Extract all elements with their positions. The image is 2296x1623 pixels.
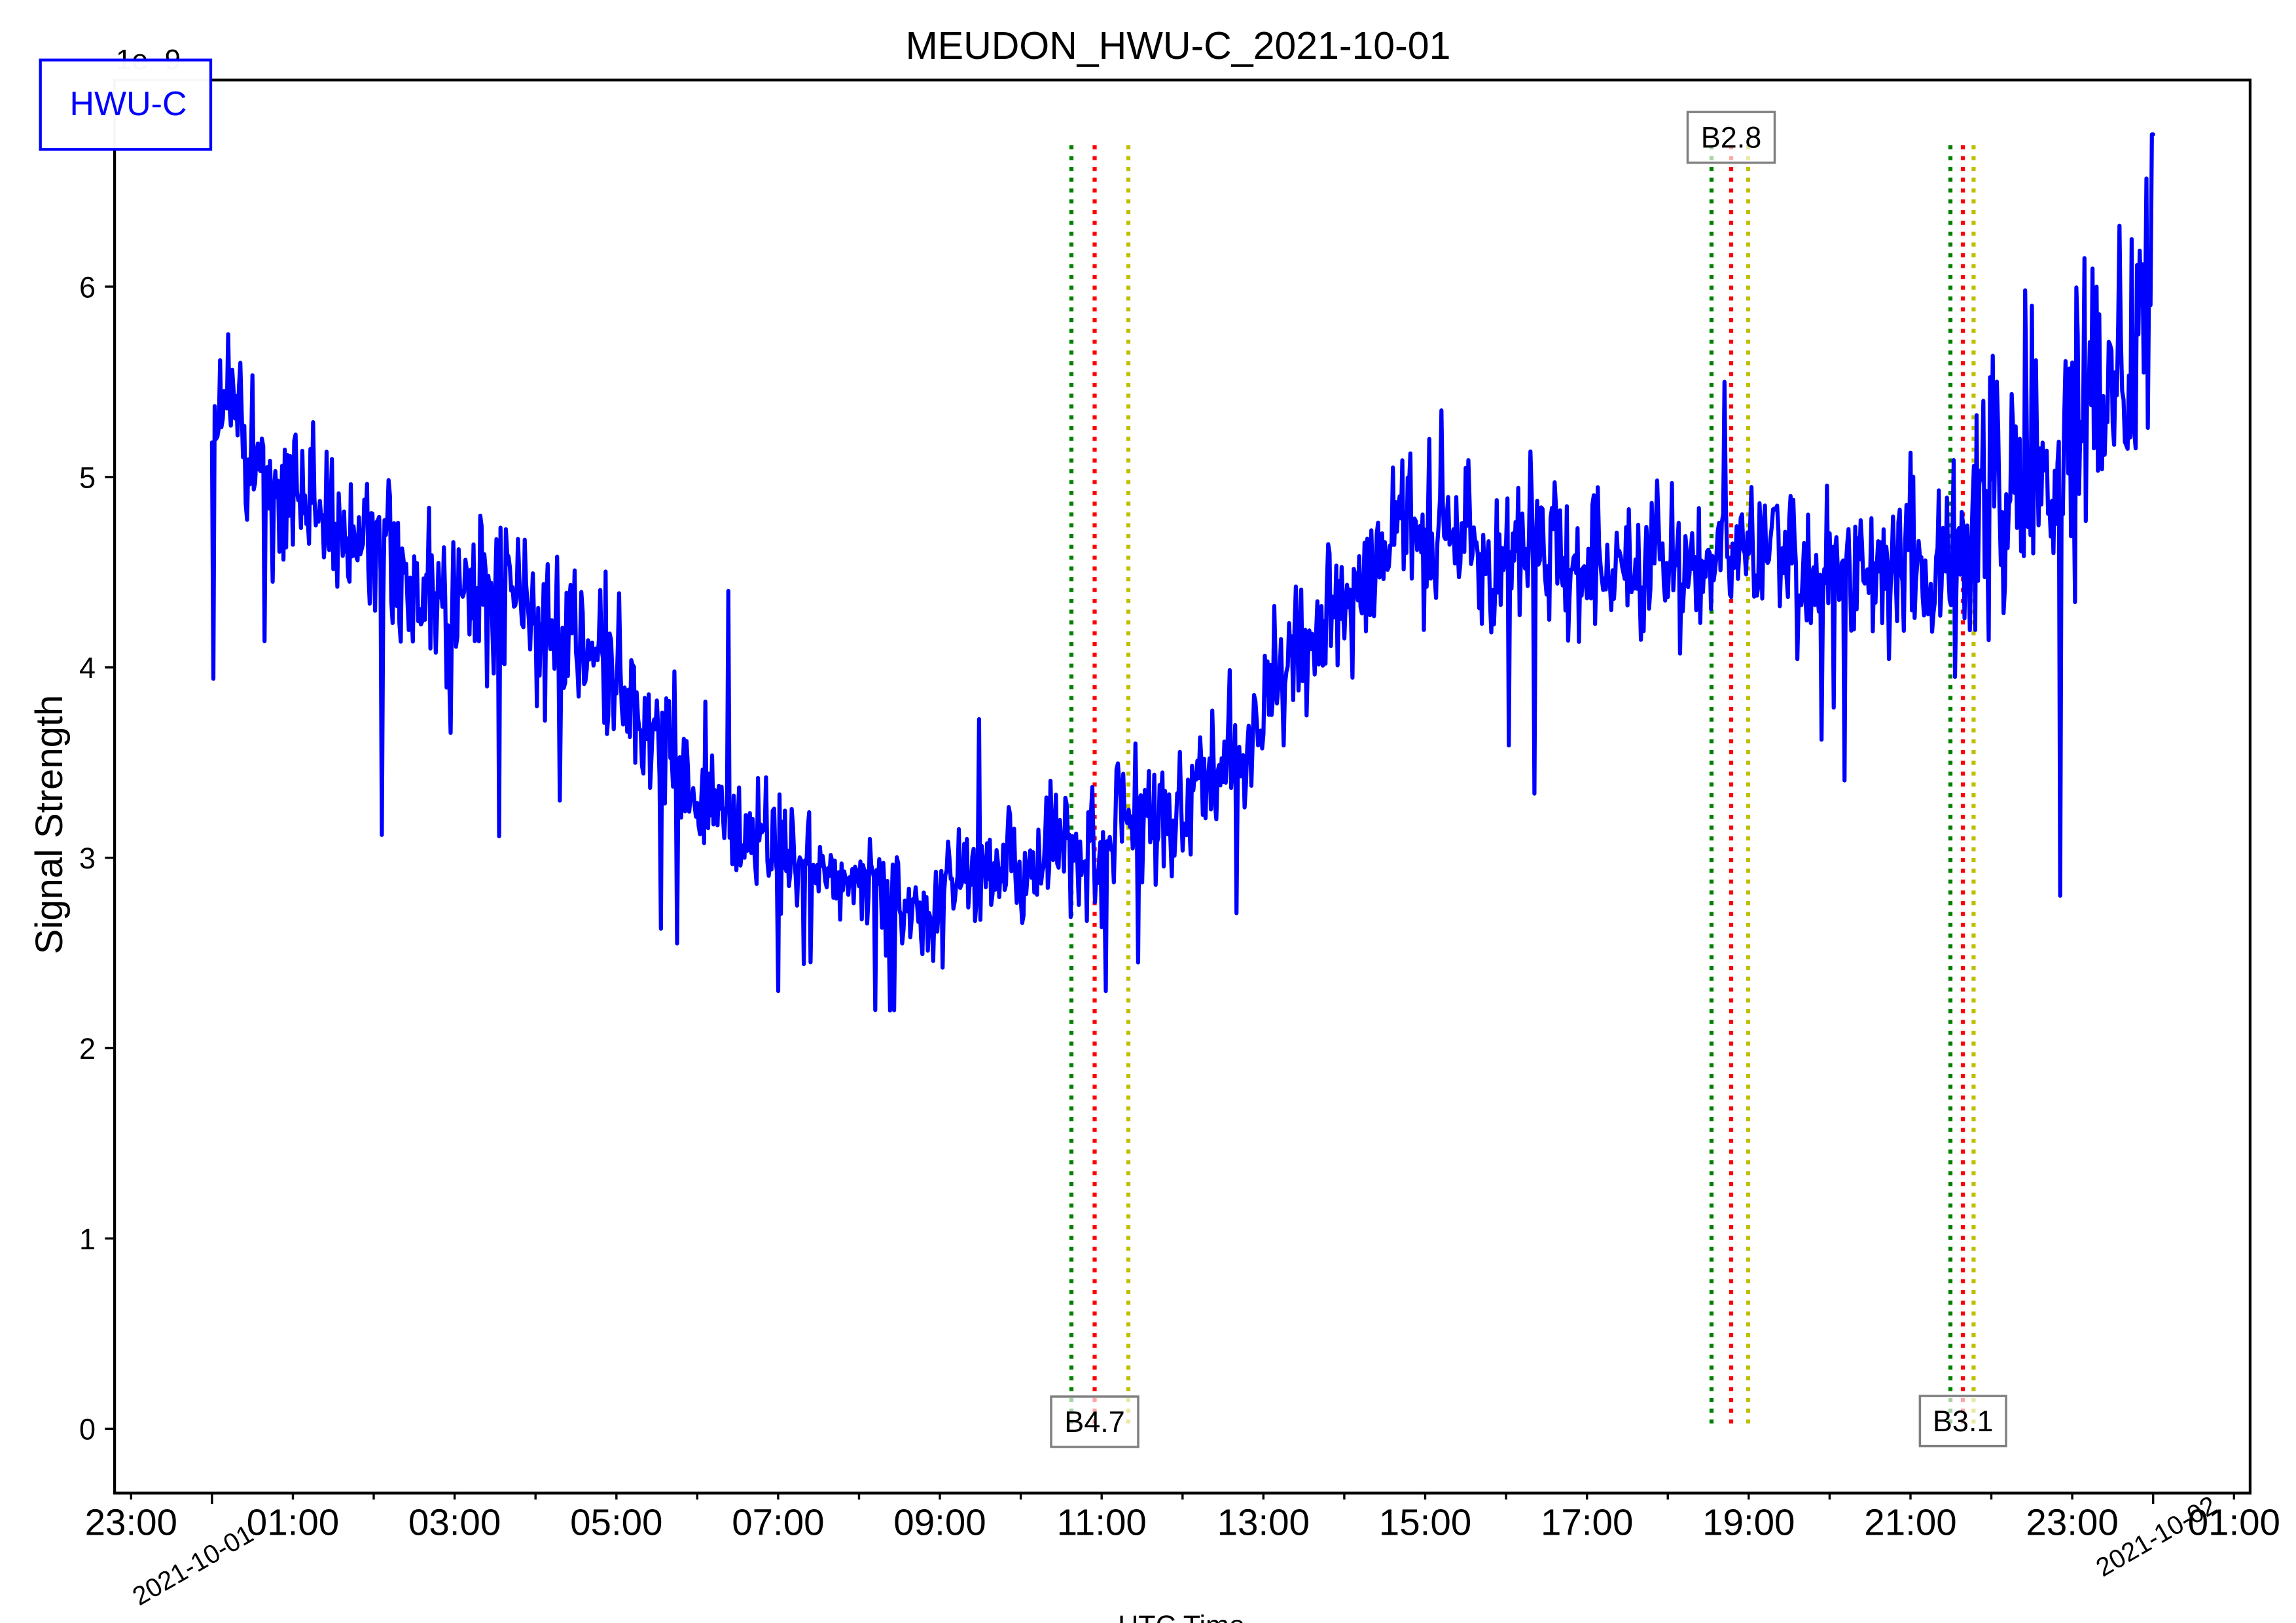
svg-text:07:00: 07:00 (732, 1501, 824, 1543)
svg-text:B3.1: B3.1 (1933, 1404, 1994, 1438)
svg-text:05:00: 05:00 (570, 1501, 662, 1543)
svg-text:1: 1 (79, 1222, 96, 1256)
svg-text:B2.8: B2.8 (1701, 120, 1762, 154)
svg-text:23:00: 23:00 (2026, 1501, 2118, 1543)
svg-text:Signal Strength: Signal Strength (28, 695, 71, 955)
svg-text:B4.7: B4.7 (1064, 1405, 1125, 1438)
svg-text:6: 6 (79, 270, 96, 304)
svg-text:5: 5 (79, 461, 96, 494)
svg-text:MEUDON_HWU-C_2021-10-01: MEUDON_HWU-C_2021-10-01 (906, 24, 1451, 67)
svg-text:01:00: 01:00 (2188, 1501, 2280, 1543)
svg-text:UTC Time: UTC Time (1118, 1610, 1245, 1623)
svg-text:23:00: 23:00 (85, 1501, 177, 1543)
svg-text:4: 4 (79, 651, 96, 685)
svg-text:01:00: 01:00 (247, 1501, 339, 1543)
svg-text:09:00: 09:00 (893, 1501, 986, 1543)
svg-text:2: 2 (79, 1032, 96, 1065)
svg-text:3: 3 (79, 842, 96, 875)
svg-text:19:00: 19:00 (1702, 1501, 1795, 1543)
svg-text:11:00: 11:00 (1057, 1501, 1147, 1543)
svg-text:21:00: 21:00 (1864, 1501, 1956, 1543)
svg-text:0: 0 (79, 1413, 96, 1446)
svg-text:13:00: 13:00 (1217, 1501, 1310, 1543)
svg-text:15:00: 15:00 (1379, 1501, 1471, 1543)
svg-text:HWU-C: HWU-C (69, 85, 187, 123)
svg-text:03:00: 03:00 (408, 1501, 501, 1543)
svg-text:17:00: 17:00 (1541, 1501, 1633, 1543)
